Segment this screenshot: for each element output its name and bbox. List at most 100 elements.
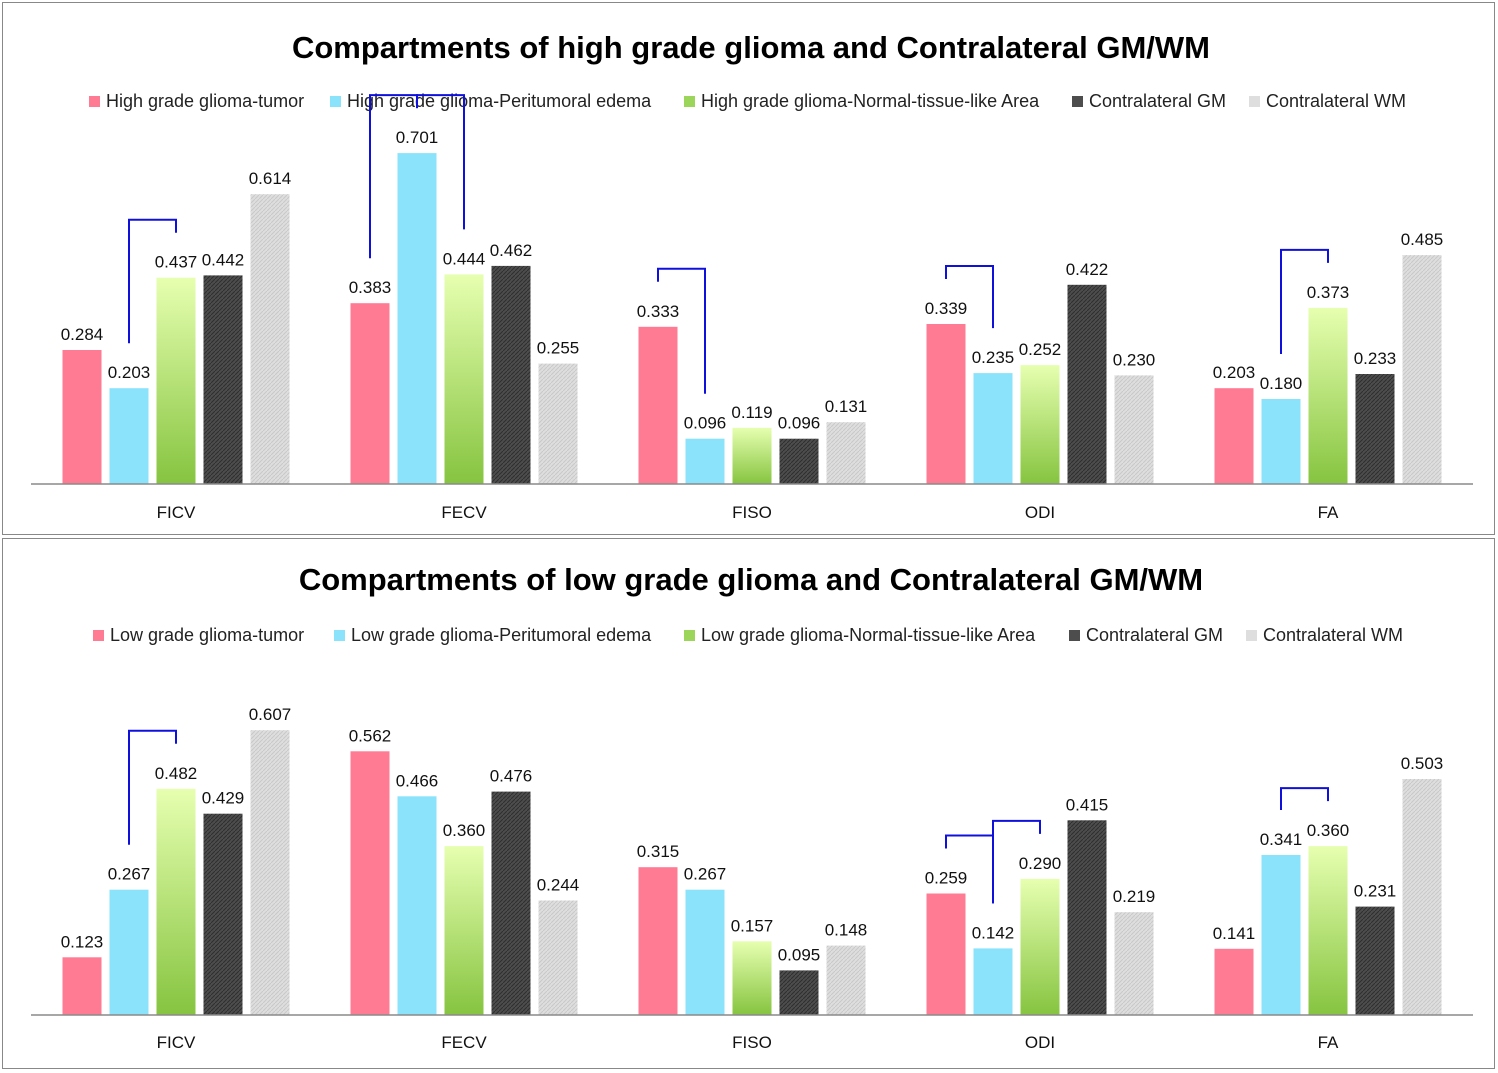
category-label-fa: FA <box>1318 1033 1339 1052</box>
value-label-tumor-fecv: 0.383 <box>349 278 392 297</box>
value-label-gm-fa: 0.231 <box>1354 882 1397 901</box>
value-label-edema-fecv: 0.701 <box>396 128 439 147</box>
legend-entry-gm: Contralateral GM <box>1086 625 1223 645</box>
value-label-edema-odi: 0.142 <box>972 923 1015 942</box>
bar-gm-ficv <box>203 275 243 484</box>
high-grade-chart-panel: Compartments of high grade glioma and Co… <box>2 2 1495 535</box>
bar-normal-fiso <box>732 941 772 1015</box>
value-label-tumor-fiso: 0.333 <box>637 302 680 321</box>
category-label-fecv: FECV <box>441 1033 487 1052</box>
category-label-ficv: FICV <box>157 503 196 522</box>
significance-bracket <box>1280 248 1329 354</box>
category-label-fecv: FECV <box>441 503 487 522</box>
value-label-tumor-fa: 0.141 <box>1213 924 1256 943</box>
bar-edema-fiso <box>685 889 725 1015</box>
value-label-tumor-fecv: 0.562 <box>349 726 392 745</box>
value-label-gm-odi: 0.422 <box>1066 260 1109 279</box>
bar-gm-fiso <box>779 970 819 1015</box>
category-label-odi: ODI <box>1025 503 1055 522</box>
bar-normal-fecv <box>444 846 484 1015</box>
value-label-normal-fiso: 0.119 <box>731 403 772 422</box>
value-label-gm-fecv: 0.462 <box>490 241 533 260</box>
bar-wm-fiso <box>826 422 866 484</box>
legend-swatch-gm <box>1069 630 1080 641</box>
bar-wm-ficv <box>250 194 290 484</box>
bar-edema-fecv <box>397 153 437 484</box>
value-label-wm-ficv: 0.614 <box>249 169 292 188</box>
bar-normal-ficv <box>156 277 196 484</box>
category-label-fiso: FISO <box>732 503 772 522</box>
bar-normal-fecv <box>444 274 484 484</box>
value-label-normal-ficv: 0.482 <box>155 764 198 783</box>
value-label-tumor-ficv: 0.123 <box>61 932 104 951</box>
value-label-edema-ficv: 0.203 <box>108 363 151 382</box>
value-label-wm-fecv: 0.244 <box>537 876 580 895</box>
legend-swatch-normal <box>684 630 695 641</box>
significance-bracket <box>128 729 177 845</box>
value-label-tumor-fiso: 0.315 <box>637 842 680 861</box>
bar-normal-fiso <box>732 427 772 484</box>
significance-bracket <box>657 267 706 394</box>
significance-bracket <box>992 819 1041 904</box>
value-label-wm-odi: 0.219 <box>1113 887 1156 906</box>
value-label-wm-fecv: 0.255 <box>537 339 580 358</box>
value-label-wm-odi: 0.230 <box>1113 350 1156 369</box>
value-label-edema-fiso: 0.267 <box>684 865 727 884</box>
bar-wm-odi <box>1114 912 1154 1015</box>
legend-entry-edema: High grade glioma-Peritumoral edema <box>347 91 652 111</box>
bar-normal-odi <box>1020 365 1060 484</box>
value-label-gm-fecv: 0.476 <box>490 767 533 786</box>
bar-gm-fecv <box>491 791 531 1015</box>
value-label-normal-fa: 0.360 <box>1307 821 1350 840</box>
bar-gm-fecv <box>491 265 531 484</box>
value-label-normal-fecv: 0.444 <box>443 249 486 268</box>
value-label-gm-odi: 0.415 <box>1066 795 1109 814</box>
value-label-edema-odi: 0.235 <box>972 348 1015 367</box>
bar-edema-odi <box>973 948 1013 1015</box>
bar-tumor-fiso <box>638 326 678 484</box>
low-grade-chart-panel: Compartments of low grade glioma and Con… <box>2 538 1495 1069</box>
legend-entry-tumor: Low grade glioma-tumor <box>110 625 304 645</box>
legend-swatch-tumor <box>89 96 100 107</box>
bar-tumor-fecv <box>350 751 390 1015</box>
bar-tumor-odi <box>926 893 966 1015</box>
significance-bracket <box>128 218 177 344</box>
bar-normal-fa <box>1308 846 1348 1015</box>
significance-bracket <box>1280 787 1329 810</box>
high-grade-chart: Compartments of high grade glioma and Co… <box>31 30 1473 522</box>
bar-normal-fa <box>1308 307 1348 484</box>
significance-bracket <box>416 94 465 230</box>
bar-tumor-odi <box>926 324 966 484</box>
bar-wm-odi <box>1114 375 1154 484</box>
bar-wm-fiso <box>826 945 866 1015</box>
value-label-tumor-ficv: 0.284 <box>61 325 104 344</box>
bar-edema-ficv <box>109 388 149 484</box>
value-label-edema-fa: 0.180 <box>1260 374 1303 393</box>
bar-gm-fa <box>1355 906 1395 1015</box>
chart-title: Compartments of high grade glioma and Co… <box>292 30 1210 65</box>
bar-wm-fecv <box>538 900 578 1015</box>
bar-normal-ficv <box>156 788 196 1015</box>
category-label-fiso: FISO <box>732 1033 772 1052</box>
legend-swatch-wm <box>1249 96 1260 107</box>
value-label-normal-fiso: 0.157 <box>731 916 774 935</box>
bar-normal-odi <box>1020 878 1060 1015</box>
chart-title: Compartments of low grade glioma and Con… <box>299 562 1203 597</box>
value-label-wm-fa: 0.503 <box>1401 754 1444 773</box>
value-label-normal-fa: 0.373 <box>1307 283 1350 302</box>
value-label-gm-fiso: 0.095 <box>778 945 821 964</box>
value-label-gm-ficv: 0.442 <box>202 250 245 269</box>
value-label-gm-fiso: 0.096 <box>778 414 821 433</box>
value-label-tumor-fa: 0.203 <box>1213 363 1256 382</box>
bar-edema-fiso <box>685 438 725 484</box>
bar-tumor-fecv <box>350 303 390 484</box>
legend-entry-wm: Contralateral WM <box>1266 91 1406 111</box>
legend-entry-normal: Low grade glioma-Normal-tissue-like Area <box>701 625 1036 645</box>
value-label-tumor-odi: 0.259 <box>925 869 968 888</box>
legend-entry-gm: Contralateral GM <box>1089 91 1226 111</box>
value-label-tumor-odi: 0.339 <box>925 299 968 318</box>
bar-edema-fecv <box>397 796 437 1015</box>
legend-entry-tumor: High grade glioma-tumor <box>106 91 304 111</box>
value-label-edema-fiso: 0.096 <box>684 414 727 433</box>
bar-gm-fa <box>1355 374 1395 484</box>
